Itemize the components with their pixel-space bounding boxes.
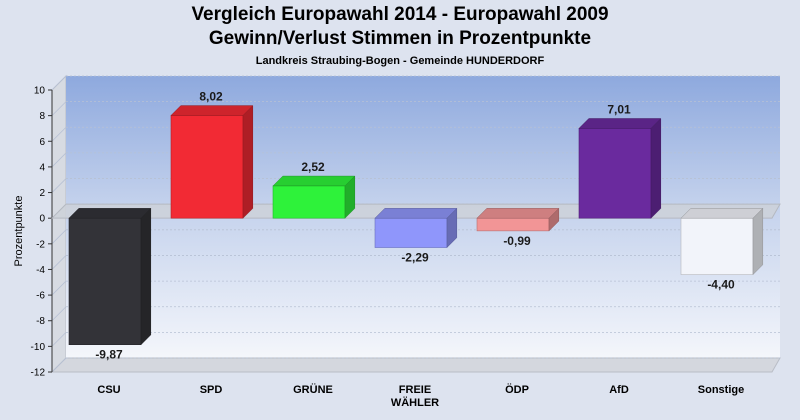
bar-top xyxy=(170,105,254,116)
grid-line-side xyxy=(51,306,67,322)
y-tick-label: -10 xyxy=(31,342,46,353)
x-tick-label: GRÜNE xyxy=(293,383,333,396)
grid-line-side xyxy=(51,178,67,193)
grid-line-side xyxy=(51,357,67,373)
bar xyxy=(578,128,652,219)
grid-line-side xyxy=(51,75,67,91)
data-label: 7,01 xyxy=(607,103,631,117)
bar xyxy=(680,217,754,275)
grid-line-side xyxy=(51,152,67,168)
y-tick-label: 0 xyxy=(39,214,45,225)
y-tick-label: 4 xyxy=(39,162,45,173)
bar xyxy=(272,185,346,219)
bar-top xyxy=(272,175,356,187)
x-tick-label: CSU xyxy=(97,384,120,396)
bar-side xyxy=(242,104,254,219)
x-tick-label: SPD xyxy=(200,384,223,396)
x-tick-label: Sonstige xyxy=(698,384,744,396)
chart-subtitle: Gewinn/Verlust Stimmen in Prozentpunkte xyxy=(208,28,592,49)
bar-top xyxy=(476,208,560,219)
bar xyxy=(476,217,550,232)
grid-line-side xyxy=(51,229,67,245)
y-tick-label: 6 xyxy=(39,137,45,148)
bar xyxy=(374,217,448,248)
data-label: -4,40 xyxy=(707,278,735,292)
chart-caption: Landkreis Straubing-Bogen - Gemeinde HUN… xyxy=(255,55,545,67)
chart-title: Vergleich Europawahl 2014 - Europawahl 2… xyxy=(191,4,609,25)
data-label: -9,87 xyxy=(95,348,123,362)
y-tick-label: 8 xyxy=(39,111,45,122)
plot-floor xyxy=(50,357,781,373)
x-tick-label: WÄHLER xyxy=(391,396,439,409)
y-tick-label: -12 xyxy=(31,368,46,379)
y-tick-label: 10 xyxy=(34,86,46,97)
y-tick-label: -2 xyxy=(36,239,45,250)
grid-line-side xyxy=(51,332,67,347)
data-label: 2,52 xyxy=(301,160,325,174)
grid-line-side xyxy=(51,255,67,270)
x-tick-label: ÖDP xyxy=(505,383,529,396)
data-label: -0,99 xyxy=(503,234,531,248)
data-label: 8,02 xyxy=(199,90,223,104)
bar-top xyxy=(68,208,152,219)
y-tick-label: 2 xyxy=(39,188,45,199)
y-tick-label: -6 xyxy=(36,291,45,302)
y-tick-label: -8 xyxy=(36,316,45,327)
bar xyxy=(68,217,142,345)
y-axis-label: Prozentpunkte xyxy=(13,196,25,267)
bar-side xyxy=(752,207,764,276)
bar xyxy=(170,115,244,219)
x-tick-label: FREIE xyxy=(399,384,431,396)
bar-top xyxy=(578,118,662,129)
grid-line-side xyxy=(51,280,67,296)
plot-side-wall xyxy=(51,74,67,374)
bar-top xyxy=(374,208,458,219)
bar-side xyxy=(650,117,662,219)
grid-line-side xyxy=(51,126,67,142)
y-tick-label: -4 xyxy=(36,265,45,276)
grid-line-side xyxy=(51,101,67,116)
bar-side xyxy=(140,207,152,346)
data-label: -2,29 xyxy=(401,251,429,265)
x-tick-label: AfD xyxy=(609,384,629,396)
bar-top xyxy=(680,208,764,219)
